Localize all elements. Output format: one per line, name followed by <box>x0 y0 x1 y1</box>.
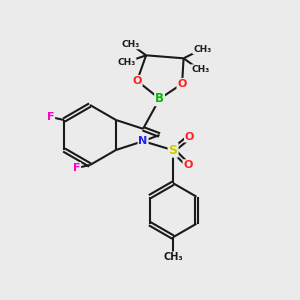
Text: CH₃: CH₃ <box>163 252 183 262</box>
Text: O: O <box>177 79 187 89</box>
Text: CH₃: CH₃ <box>191 65 209 74</box>
Text: CH₃: CH₃ <box>117 58 136 67</box>
Text: O: O <box>132 76 142 86</box>
Text: CH₃: CH₃ <box>122 40 140 49</box>
Text: F: F <box>47 112 54 122</box>
Text: O: O <box>183 160 193 170</box>
Text: O: O <box>185 132 194 142</box>
Text: B: B <box>155 92 164 105</box>
Text: F: F <box>73 163 80 173</box>
Text: N: N <box>139 136 148 146</box>
Text: CH₃: CH₃ <box>193 44 211 53</box>
Text: S: S <box>169 144 178 157</box>
